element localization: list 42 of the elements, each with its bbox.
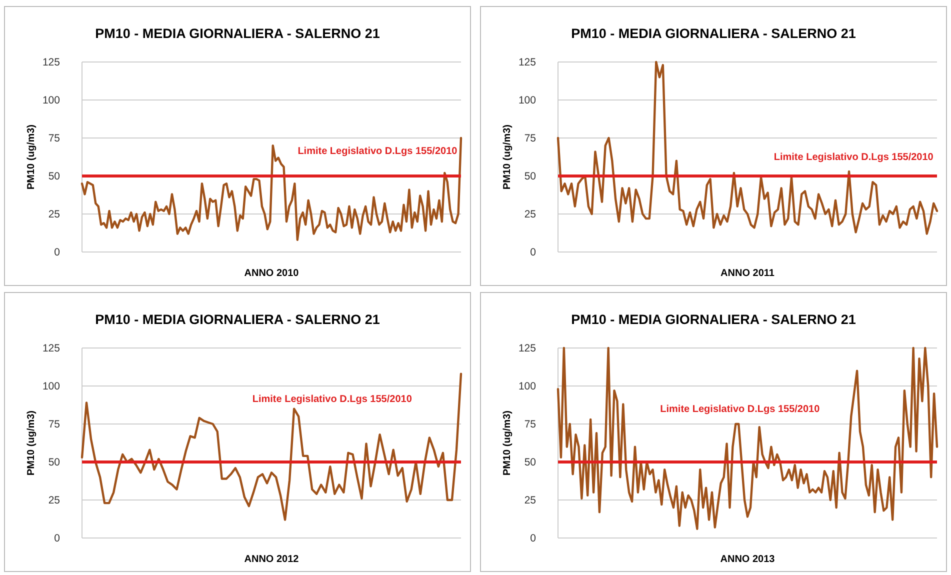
line-series bbox=[80, 136, 462, 241]
y-tick-label: 25 bbox=[48, 494, 60, 507]
line-series bbox=[80, 372, 462, 521]
y-tick-label: 75 bbox=[48, 418, 60, 431]
y-tick-label: 125 bbox=[518, 56, 536, 69]
chart-title: PM10 - MEDIA GIORNALIERA - SALERNO 21 bbox=[571, 312, 856, 327]
y-tick-label: 50 bbox=[48, 456, 60, 469]
y-tick-label: 75 bbox=[48, 132, 60, 145]
ref-line-label: Limite Legislativo D.Lgs 155/2010 bbox=[252, 394, 412, 405]
y-tick-label: 125 bbox=[42, 342, 60, 355]
y-tick-label: 125 bbox=[518, 342, 536, 355]
y-tick-label: 50 bbox=[524, 170, 536, 183]
y-tick-label: 100 bbox=[42, 380, 60, 393]
y-tick-label: 0 bbox=[530, 246, 536, 259]
y-axis-title: PM10 (ug/m3) bbox=[26, 410, 37, 476]
y-tick-label: 50 bbox=[48, 170, 60, 183]
y-tick-label: 100 bbox=[42, 94, 60, 107]
ref-line-label: Limite Legislativo D.Lgs 155/2010 bbox=[660, 404, 820, 415]
chart-title: PM10 - MEDIA GIORNALIERA - SALERNO 21 bbox=[571, 26, 856, 41]
y-tick-label: 125 bbox=[42, 56, 60, 69]
y-tick-label: 75 bbox=[524, 132, 536, 145]
y-tick-label: 25 bbox=[524, 208, 536, 221]
x-axis-title: ANNO 2011 bbox=[720, 268, 775, 279]
y-tick-label: 75 bbox=[524, 418, 536, 431]
y-tick-label: 0 bbox=[530, 532, 536, 545]
y-axis-title: PM10 (ug/m3) bbox=[502, 410, 513, 476]
chart-title: PM10 - MEDIA GIORNALIERA - SALERNO 21 bbox=[95, 312, 380, 327]
x-axis-title: ANNO 2012 bbox=[244, 554, 300, 565]
ref-line-label: Limite Legislativo D.Lgs 155/2010 bbox=[774, 152, 934, 163]
chart-title: PM10 - MEDIA GIORNALIERA - SALERNO 21 bbox=[95, 26, 380, 41]
ref-line-label: Limite Legislativo D.Lgs 155/2010 bbox=[298, 146, 458, 157]
y-tick-label: 100 bbox=[518, 380, 536, 393]
x-axis-title: ANNO 2013 bbox=[720, 554, 776, 565]
y-tick-label: 100 bbox=[518, 94, 536, 107]
y-tick-label: 0 bbox=[54, 246, 60, 259]
y-axis-title: PM10 (ug/m3) bbox=[502, 124, 513, 190]
x-axis-title: ANNO 2010 bbox=[244, 268, 300, 279]
y-tick-label: 50 bbox=[524, 456, 536, 469]
y-tick-label: 0 bbox=[54, 532, 60, 545]
y-tick-label: 25 bbox=[524, 494, 536, 507]
y-axis-title: PM10 (ug/m3) bbox=[26, 124, 37, 190]
y-tick-label: 25 bbox=[48, 208, 60, 221]
